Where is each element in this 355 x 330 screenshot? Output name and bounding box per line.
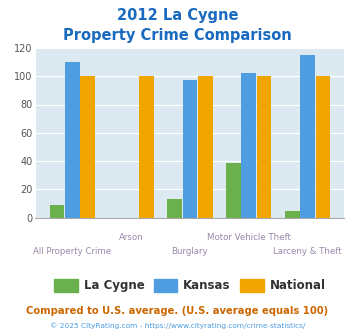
Text: Arson: Arson (119, 233, 143, 242)
Text: Burglary: Burglary (171, 247, 208, 256)
Text: © 2025 CityRating.com - https://www.cityrating.com/crime-statistics/: © 2025 CityRating.com - https://www.city… (50, 323, 305, 329)
Bar (50, 205, 64, 218)
Bar (285, 211, 300, 218)
Text: All Property Crime: All Property Crime (33, 247, 111, 256)
Bar (139, 76, 154, 218)
Bar (80, 76, 95, 218)
Bar (198, 76, 213, 218)
Bar (167, 199, 182, 218)
Bar (300, 55, 315, 218)
Bar (241, 73, 256, 218)
Text: 2012 La Cygne: 2012 La Cygne (117, 8, 238, 23)
Bar (316, 76, 330, 218)
Bar (226, 163, 241, 218)
Legend: La Cygne, Kansas, National: La Cygne, Kansas, National (49, 275, 331, 297)
Text: Motor Vehicle Theft: Motor Vehicle Theft (207, 233, 291, 242)
Bar (182, 81, 197, 218)
Text: Property Crime Comparison: Property Crime Comparison (63, 28, 292, 43)
Bar (65, 62, 80, 218)
Text: Compared to U.S. average. (U.S. average equals 100): Compared to U.S. average. (U.S. average … (26, 306, 329, 316)
Text: Larceny & Theft: Larceny & Theft (273, 247, 342, 256)
Bar (257, 76, 272, 218)
